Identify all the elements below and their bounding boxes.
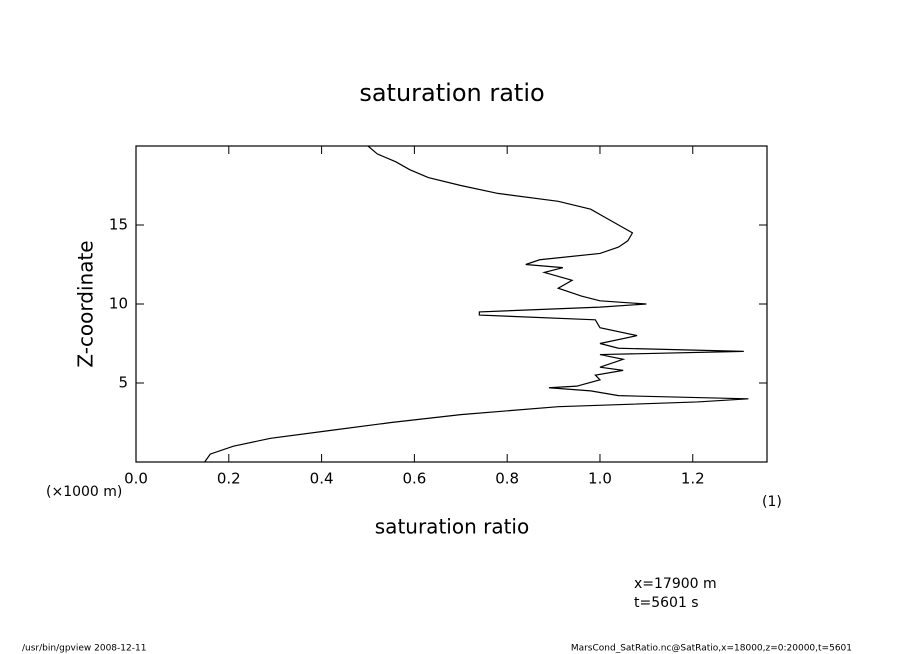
x-tick-label: 0.4 bbox=[310, 470, 334, 488]
footer: MarsCond_SatRatio.nc@SatRatio,x=18000,z=… bbox=[571, 644, 852, 654]
x-tick-label: 0.8 bbox=[495, 470, 519, 488]
x-tick-label: 0.6 bbox=[402, 470, 426, 488]
x-axis-label: saturation ratio bbox=[375, 515, 529, 539]
profile-line bbox=[204, 145, 749, 463]
x-tick-label: 0.2 bbox=[217, 470, 241, 488]
x-tick-label: 0.0 bbox=[124, 470, 148, 488]
annotation: t=5601 s bbox=[634, 595, 699, 611]
y-unit: (×1000 m) bbox=[46, 484, 122, 500]
annotation: x=17900 m bbox=[634, 576, 717, 592]
y-tick-label: 15 bbox=[109, 216, 128, 234]
x-tick-label: 1.2 bbox=[681, 470, 705, 488]
chart-title: saturation ratio bbox=[359, 79, 544, 107]
x-tick-label: 1.0 bbox=[588, 470, 612, 488]
x-unit: (1) bbox=[762, 494, 782, 510]
y-tick-label: 5 bbox=[118, 374, 128, 392]
y-axis-label: Z-coordinate bbox=[74, 240, 98, 367]
y-tick-label: 10 bbox=[109, 295, 128, 313]
footer: /usr/bin/gpview 2008-12-11 bbox=[22, 644, 146, 654]
